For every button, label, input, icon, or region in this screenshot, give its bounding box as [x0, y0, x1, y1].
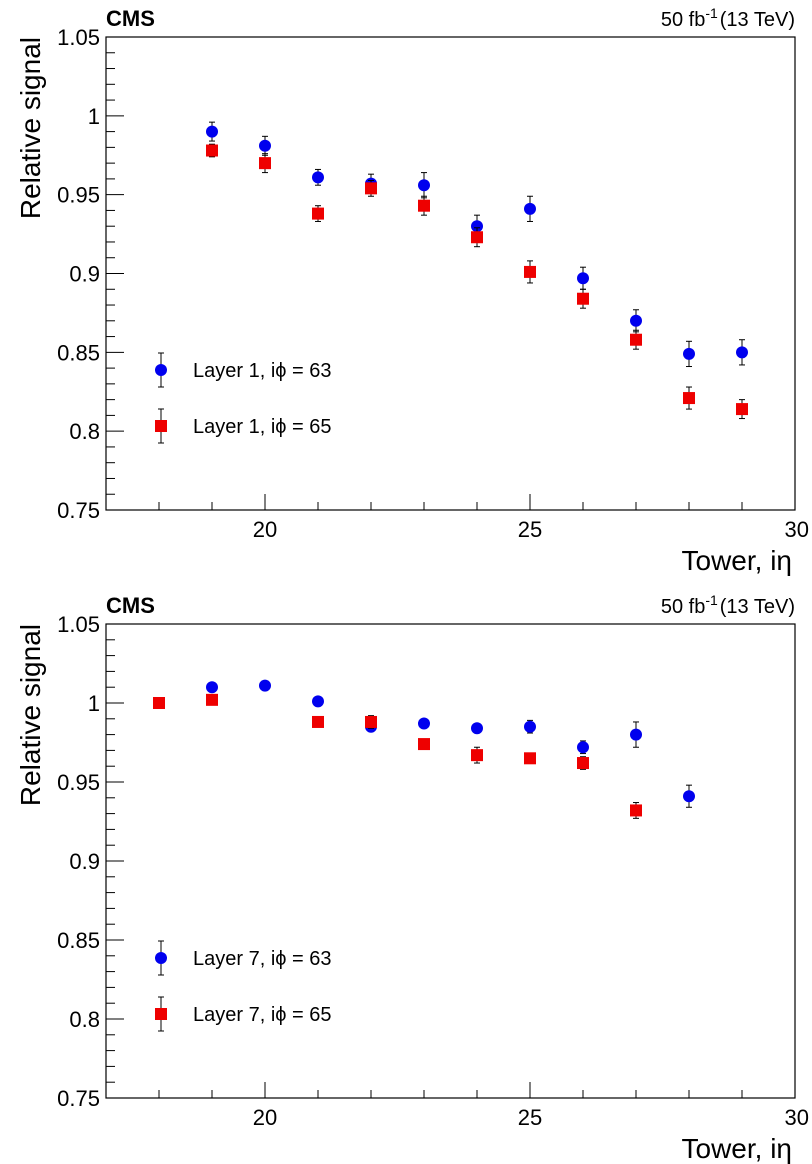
data-point: [524, 265, 536, 278]
x-tick-label: 20: [253, 1105, 277, 1130]
y-tick-label: 1: [88, 691, 100, 716]
y-tick-label: 0.75: [57, 498, 100, 523]
data-point: [153, 697, 165, 709]
legend-label: Layer 7, iϕ = 63: [193, 948, 332, 970]
x-tick-label: 30: [785, 517, 809, 542]
legend-marker: [155, 1008, 167, 1020]
data-point: [630, 333, 642, 346]
data-point: [206, 693, 218, 706]
y-axis-title: Relative signal: [15, 37, 46, 219]
data-point: [365, 715, 377, 728]
lumi-energy: (13 TeV): [720, 9, 795, 31]
data-point: [683, 790, 695, 803]
series-2: [153, 693, 642, 819]
data-point: [577, 741, 589, 754]
y-tick-label: 0.95: [57, 770, 100, 795]
series-1: [206, 121, 748, 368]
data-point: [365, 182, 377, 195]
data-point: [259, 157, 271, 170]
y-tick-label: 0.8: [69, 1007, 100, 1032]
data-point: [630, 804, 642, 817]
x-axis-title: Tower, iη: [682, 545, 793, 576]
y-tick-label: 0.85: [57, 928, 100, 953]
data-point: [312, 171, 324, 184]
data-point: [577, 272, 589, 285]
data-point: [418, 199, 430, 212]
data-point: [577, 757, 589, 770]
data-point: [736, 346, 748, 359]
chart-panel-1: 20 25 30 0.75 0.8 0.85 0.9 0.95 1 1.05 Tower, iη Re…: [15, 5, 809, 576]
legend-marker: [155, 952, 167, 964]
data-point: [259, 139, 271, 152]
lumi-label: 50 fb-1 (13 TeV): [661, 5, 795, 31]
data-point: [471, 220, 483, 233]
legend-entry-2: Layer 1, iϕ = 65: [155, 408, 332, 444]
data-point: [471, 231, 483, 244]
data-point: [683, 347, 695, 360]
x-tick-label: 20: [253, 517, 277, 542]
legend-label: Layer 1, iϕ = 63: [193, 360, 332, 382]
experiment-label: CMS: [106, 593, 155, 618]
y-tick-label: 0.85: [57, 340, 100, 365]
legend-entry-1: Layer 7, iϕ = 63: [155, 940, 332, 976]
series-1: [206, 679, 695, 808]
data-point: [312, 715, 324, 728]
data-point: [577, 292, 589, 305]
data-point: [524, 202, 536, 215]
data-point: [524, 720, 536, 733]
y-tick-label: 0.9: [69, 262, 100, 287]
data-point: [206, 125, 218, 138]
legend-marker: [155, 364, 167, 376]
data-point: [418, 717, 430, 730]
lumi-value: 50 fb: [661, 596, 705, 618]
data-point: [418, 738, 430, 751]
data-point: [418, 179, 430, 192]
lumi-exponent: -1: [705, 5, 718, 21]
y-tick-label: 0.8: [69, 419, 100, 444]
data-point: [206, 144, 218, 157]
legend-label: Layer 1, iϕ = 65: [193, 416, 332, 438]
y-tick-label: 0.9: [69, 849, 100, 874]
y-tick-label: 1.05: [57, 25, 100, 50]
x-tick-label: 25: [518, 1105, 542, 1130]
lumi-energy: (13 TeV): [720, 596, 795, 618]
data-point: [736, 403, 748, 416]
legend-label: Layer 7, iϕ = 65: [193, 1004, 332, 1026]
experiment-label: CMS: [106, 6, 155, 31]
legend-marker: [155, 420, 167, 432]
legend-entry-2: Layer 7, iϕ = 65: [155, 996, 332, 1032]
lumi-exponent: -1: [705, 592, 718, 608]
y-axis-title: Relative signal: [15, 624, 46, 806]
lumi-label: 50 fb-1 (13 TeV): [661, 592, 795, 618]
data-point: [630, 728, 642, 741]
y-tick-label: 1: [88, 104, 100, 129]
data-point: [259, 679, 271, 692]
data-point: [683, 392, 695, 405]
y-tick-label: 1.05: [57, 612, 100, 637]
x-tick-label: 30: [785, 1105, 809, 1130]
x-axis-title: Tower, iη: [682, 1133, 793, 1164]
data-point: [630, 314, 642, 327]
y-tick-label: 0.75: [57, 1086, 100, 1111]
x-tick-label: 25: [518, 517, 542, 542]
data-point: [312, 207, 324, 220]
data-point: [524, 752, 536, 765]
data-point: [471, 722, 483, 735]
lumi-value: 50 fb: [661, 9, 705, 31]
plot-frame: [105, 36, 796, 511]
legend-entry-1: Layer 1, iϕ = 63: [155, 352, 332, 388]
chart-panel-2: 20 25 30 0.75 0.8 0.85 0.9 0.95 1 1.05 Tower, iη Re…: [15, 592, 809, 1164]
data-point: [312, 695, 324, 708]
data-point: [471, 749, 483, 762]
data-point: [206, 681, 218, 694]
y-tick-label: 0.95: [57, 183, 100, 208]
series-2: [206, 143, 748, 420]
